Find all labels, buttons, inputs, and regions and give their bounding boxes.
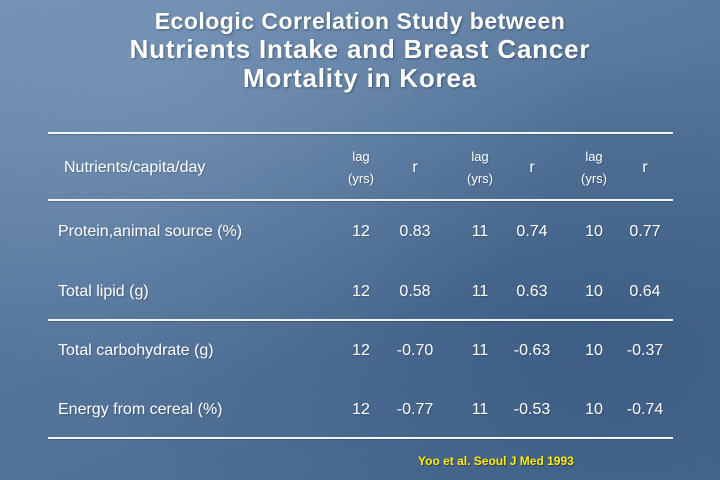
- row-label: Energy from cereal (%): [58, 401, 223, 418]
- title-line-2: Nutrients Intake and Breast Cancer: [129, 34, 591, 64]
- lag-value: 12: [352, 283, 370, 300]
- header-lag-2: lag (yrs): [460, 146, 500, 190]
- title-line-1: Ecologic Correlation Study between: [154, 8, 566, 34]
- slide-title: Ecologic Correlation Study between Nutri…: [0, 8, 720, 93]
- row-label: Protein,animal source (%): [58, 223, 243, 240]
- header-nutrients-label: Nutrients/capita/day: [64, 159, 206, 176]
- lag-value: 12: [352, 342, 370, 359]
- r-value: 0.63: [516, 283, 548, 300]
- header-r-3: r: [642, 159, 648, 176]
- r-value: -0.77: [396, 401, 434, 418]
- lag-value: 12: [352, 401, 370, 418]
- table-middle-rule: [48, 319, 673, 321]
- header-lag-2-top: lag: [471, 149, 489, 164]
- header-lag-3-top: lag: [585, 149, 603, 164]
- r-value: 0.58: [399, 283, 431, 300]
- header-lag-2-bottom: (yrs): [467, 171, 493, 186]
- r-value: -0.63: [513, 342, 551, 359]
- r-value: -0.70: [396, 342, 434, 359]
- title-line-3: Mortality in Korea: [243, 63, 477, 93]
- r-value: 0.64: [629, 283, 661, 300]
- r-value: 0.83: [399, 223, 431, 240]
- lag-value: 11: [471, 401, 489, 418]
- table-top-rule: [48, 132, 673, 134]
- r-value: -0.74: [626, 401, 664, 418]
- header-lag-1-bottom: (yrs): [348, 171, 374, 186]
- row-label: Total carbohydrate (g): [58, 342, 214, 359]
- r-value: 0.74: [516, 223, 548, 240]
- lag-value: 10: [585, 283, 603, 300]
- lag-value: 11: [471, 283, 489, 300]
- header-r-2: r: [529, 159, 535, 176]
- citation: Yoo et al. Seoul J Med 1993: [418, 454, 574, 468]
- header-lag-3-bottom: (yrs): [581, 171, 607, 186]
- header-lag-3: lag (yrs): [574, 146, 614, 190]
- table-bottom-rule: [48, 437, 673, 439]
- header-r-1: r: [412, 159, 418, 176]
- lag-value: 10: [585, 342, 603, 359]
- r-value: -0.53: [513, 401, 551, 418]
- r-value: -0.37: [626, 342, 664, 359]
- r-value: 0.77: [629, 223, 661, 240]
- lag-value: 11: [471, 223, 489, 240]
- lag-value: 11: [471, 342, 489, 359]
- lag-value: 10: [585, 223, 603, 240]
- table-header-rule: [48, 199, 673, 201]
- lag-value: 12: [352, 223, 370, 240]
- header-lag-1: lag (yrs): [341, 146, 381, 190]
- lag-value: 10: [585, 401, 603, 418]
- row-label: Total lipid (g): [58, 283, 149, 300]
- header-lag-1-top: lag: [352, 149, 370, 164]
